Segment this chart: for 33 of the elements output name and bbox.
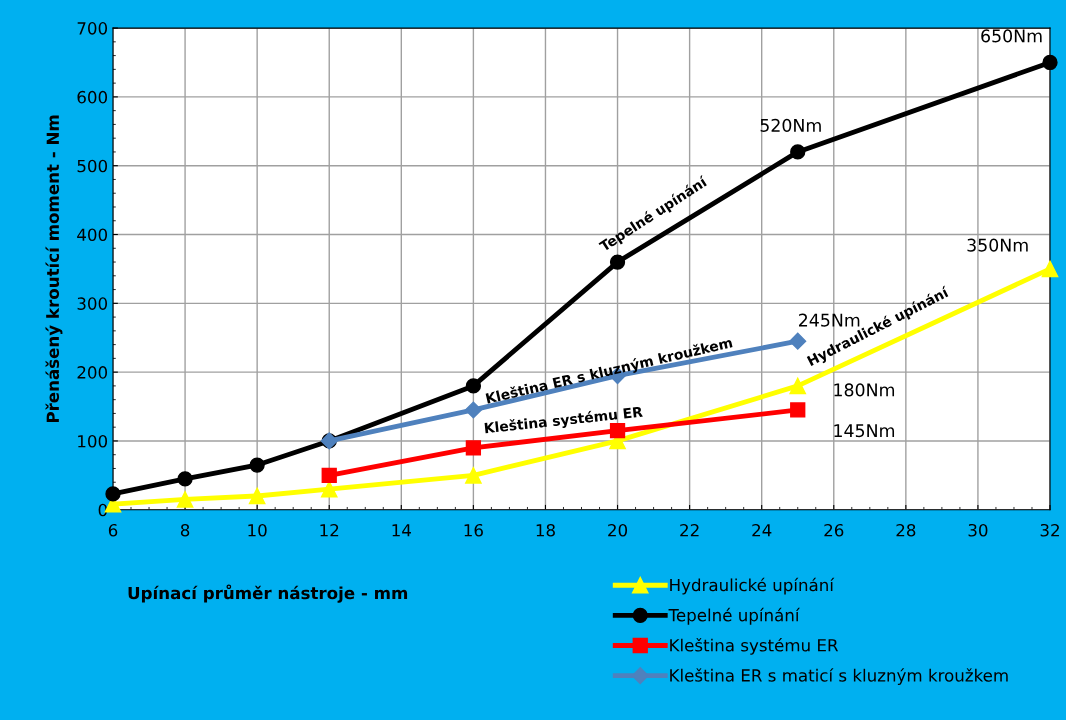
- x-axis-title: Upínací průměr nástroje - mm: [128, 584, 408, 603]
- x-tick-label: 8: [180, 523, 190, 537]
- x-tick-label: 6: [108, 523, 118, 537]
- x-tick-label: 20: [608, 523, 628, 537]
- y-tick-label: 500: [77, 159, 108, 173]
- x-tick-label: 24: [752, 523, 772, 537]
- y-tick-label: 400: [77, 228, 108, 242]
- x-tick-label: 12: [320, 523, 339, 537]
- y-tick-label: 700: [77, 22, 108, 35]
- y-tick-label: 200: [77, 366, 108, 379]
- x-tick-label: 28: [896, 523, 916, 537]
- legend-label: Tepelné upínání: [668, 607, 800, 625]
- y-tick-label: 600: [77, 90, 108, 104]
- x-tick-label: 26: [824, 523, 844, 537]
- x-tick-label: 30: [968, 523, 988, 537]
- annotation: Kleština systému ER: [484, 405, 644, 437]
- x-tick-label: 18: [536, 523, 555, 537]
- x-tick-label: 14: [392, 524, 411, 537]
- legend-label: Kleština systému ER: [670, 638, 839, 655]
- annotation: 350Nm: [967, 238, 1028, 252]
- x-tick-label: 10: [248, 523, 267, 537]
- annotation: 180Nm: [834, 383, 895, 397]
- legend-label: Kleština ER s maticí s kluzným kroužkem: [670, 668, 1008, 685]
- y-axis-title: Přenášený kroutící moment - Nm: [45, 115, 63, 423]
- x-tick-label: 22: [680, 523, 699, 537]
- y-tick-label: 100: [78, 434, 108, 448]
- legend-label: Hydraulické upínání: [670, 577, 835, 595]
- annotation: 145Nm: [834, 424, 895, 438]
- x-tick-label: 16: [464, 523, 483, 537]
- x-tick-label: 32: [1040, 523, 1059, 537]
- annotation: 650Nm: [981, 29, 1042, 43]
- y-tick-label: 300: [77, 297, 108, 310]
- annotation: 520Nm: [760, 118, 821, 132]
